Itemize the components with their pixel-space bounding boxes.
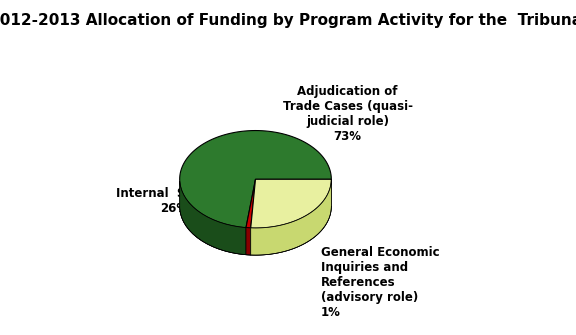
Polygon shape [246, 228, 251, 255]
Polygon shape [246, 179, 256, 255]
Polygon shape [251, 179, 256, 255]
Text: Adjudication of
Trade Cases (quasi-
judicial role)
73%: Adjudication of Trade Cases (quasi- judi… [283, 85, 412, 143]
Polygon shape [180, 181, 246, 255]
Text: Internal  Services
26%: Internal Services 26% [116, 177, 328, 215]
Polygon shape [180, 181, 246, 255]
Polygon shape [246, 228, 251, 255]
Polygon shape [251, 179, 331, 255]
Polygon shape [251, 179, 256, 255]
Polygon shape [246, 179, 256, 228]
Polygon shape [251, 179, 331, 228]
Polygon shape [251, 179, 331, 255]
Polygon shape [256, 179, 331, 206]
Polygon shape [180, 131, 331, 228]
Text: General Economic
Inquiries and
References
(advisory role)
1%: General Economic Inquiries and Reference… [320, 246, 439, 319]
Polygon shape [246, 179, 256, 255]
Text: 2012-2013 Allocation of Funding by Program Activity for the  Tribunal: 2012-2013 Allocation of Funding by Progr… [0, 13, 576, 28]
